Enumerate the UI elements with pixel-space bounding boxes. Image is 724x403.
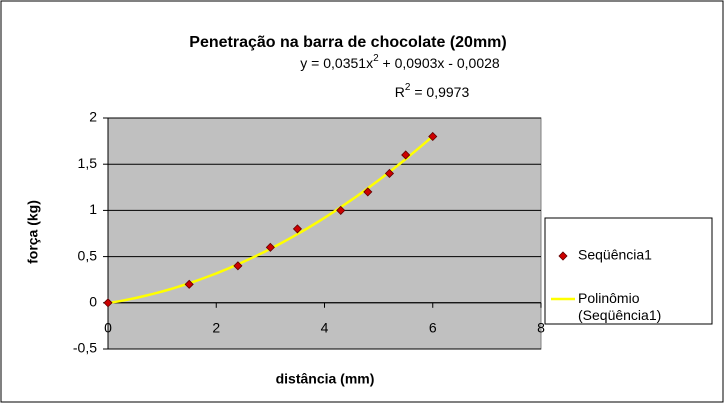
point	[233, 261, 243, 271]
r-sup: 2	[405, 82, 411, 93]
equation-part: + 0,0903x - 0,0028	[379, 55, 500, 71]
x-tick-label: 2	[212, 320, 220, 336]
y-tick-label: -0,5	[73, 340, 97, 356]
x-axis-title: distância (mm)	[276, 371, 375, 387]
plot-area	[107, 117, 542, 350]
x-tick-label: 4	[321, 320, 329, 336]
legend-label: Polinômio (Seqüência1)	[578, 290, 661, 323]
point	[384, 168, 395, 179]
x-tick-label: 0	[104, 320, 112, 336]
y-tick-label: 1,5	[78, 155, 98, 171]
x-tick-label: 8	[537, 320, 545, 336]
r-squared: R2 = 0,9973	[395, 82, 470, 100]
point	[292, 224, 303, 234]
point	[363, 187, 373, 197]
y-tick-label: 0,5	[78, 247, 98, 263]
legend-label: Seqüência1	[578, 247, 652, 263]
y-tick-label: 0	[89, 294, 97, 310]
y-axis-title: força (kg)	[25, 200, 41, 264]
point	[336, 205, 346, 215]
equation-part: y = 0,0351x	[300, 55, 373, 71]
legend	[544, 217, 713, 325]
r-part: = 0,9973	[410, 84, 469, 100]
equation: y = 0,0351x2 + 0,0903x - 0,0028	[300, 53, 500, 71]
r-part: R	[395, 84, 405, 100]
chart-title: Penetração na barra de chocolate (20mm)	[189, 34, 506, 51]
x-tick-label: 6	[429, 320, 437, 336]
legend-line-text: (Seqüência1)	[578, 307, 661, 323]
equation-sup: 2	[373, 53, 379, 64]
y-tick-label: 2	[89, 109, 97, 125]
point	[184, 279, 194, 289]
point	[265, 242, 275, 252]
point	[428, 131, 438, 142]
legend-marker	[558, 251, 568, 261]
point	[401, 150, 411, 160]
legend-line-text: Polinômio	[578, 290, 640, 306]
y-tick-label: 1	[89, 201, 97, 217]
point	[103, 298, 113, 308]
